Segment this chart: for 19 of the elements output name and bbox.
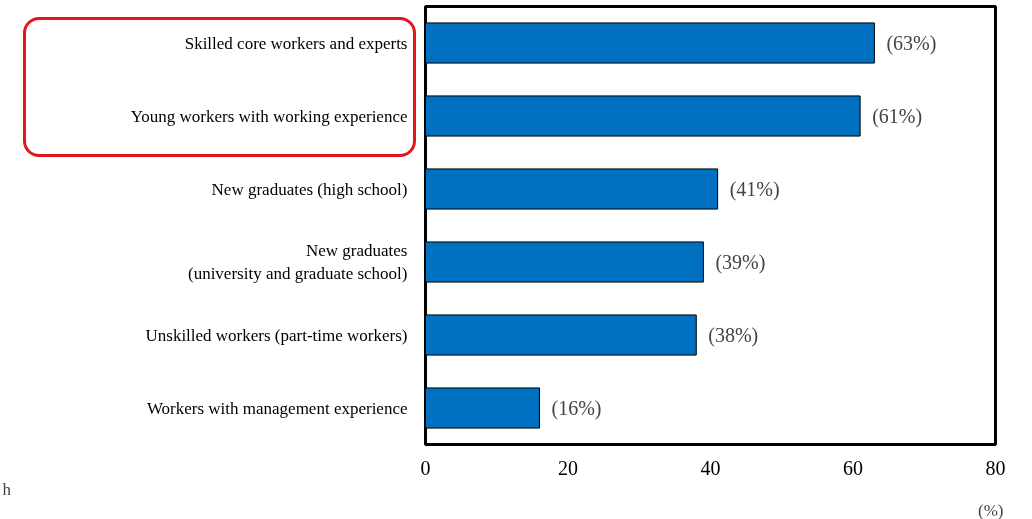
data-label: (61%) — [872, 105, 923, 128]
data-label: (38%) — [708, 324, 759, 347]
y-tick-label: New graduates (university and graduate school) — [187, 241, 408, 283]
x-tick-label: 80 — [985, 456, 1006, 479]
x-tick-label: 40 — [700, 456, 721, 479]
y-tick-label: Young workers with working experience — [130, 106, 408, 126]
x-tick-label: 0 — [420, 456, 431, 479]
y-tick-label: Unskilled workers (part-time workers) — [145, 325, 408, 345]
data-label: (39%) — [715, 251, 766, 274]
x-tick-label: 20 — [558, 456, 578, 479]
x-axis-title: (%) — [978, 500, 1004, 519]
x-tick-label: 60 — [843, 456, 863, 479]
data-label: (41%) — [729, 178, 780, 201]
text: h — [2, 479, 12, 499]
y-tick-label: New graduates (high school) — [211, 179, 408, 199]
y-tick-label: Skilled core workers and experts — [184, 33, 408, 53]
data-label: (63%) — [886, 32, 937, 55]
data-label: (16%) — [551, 397, 602, 420]
y-tick-label: Workers with management experience — [146, 398, 408, 418]
